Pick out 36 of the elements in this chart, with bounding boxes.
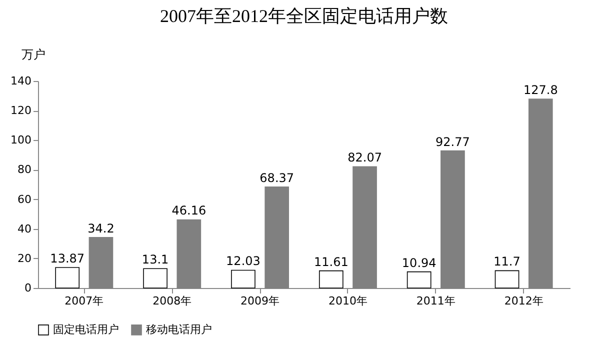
- data-label: 11.61: [314, 254, 348, 269]
- x-tick-label: 2007年: [64, 294, 104, 308]
- chart-title: 2007年至2012年全区固定电话用户数: [160, 6, 448, 26]
- x-tick-label: 2008年: [152, 294, 192, 308]
- bar: [231, 270, 256, 288]
- y-tick-label: 40: [18, 222, 32, 236]
- data-label: 13.1: [142, 252, 169, 267]
- x-tick-label: 2011年: [416, 294, 456, 308]
- x-tick-label: 2012年: [504, 294, 544, 308]
- data-label: 11.7: [494, 254, 520, 269]
- bar: [55, 267, 80, 288]
- data-label: 13.87: [50, 251, 85, 266]
- y-tick-label: 140: [10, 74, 32, 88]
- legend-label: 移动电话用户: [146, 322, 212, 336]
- data-label: 34.2: [88, 221, 114, 236]
- data-label: 68.37: [260, 170, 294, 185]
- y-tick-label: 20: [18, 252, 32, 265]
- bar: [143, 268, 168, 288]
- legend-label: 固定电话用户: [53, 322, 119, 336]
- y-tick-label: 60: [18, 192, 32, 206]
- y-tick-label: 120: [10, 104, 32, 118]
- y-tick-label: 0: [24, 282, 32, 294]
- data-label: 10.94: [402, 256, 436, 270]
- y-tick-label: 80: [18, 163, 32, 176]
- x-tick-label: 2009年: [240, 294, 280, 308]
- data-label: 92.77: [436, 134, 470, 149]
- y-axis-title: 万户: [22, 48, 46, 62]
- bar: [494, 270, 520, 288]
- x-tick-label: 2010年: [328, 294, 368, 308]
- data-label: 12.03: [226, 254, 260, 268]
- data-label: 127.8: [523, 83, 558, 98]
- data-label: 82.07: [348, 150, 382, 165]
- data-label: 46.16: [172, 204, 206, 218]
- bar: [318, 270, 344, 288]
- y-tick-label: 100: [10, 134, 32, 147]
- bar: [406, 271, 432, 288]
